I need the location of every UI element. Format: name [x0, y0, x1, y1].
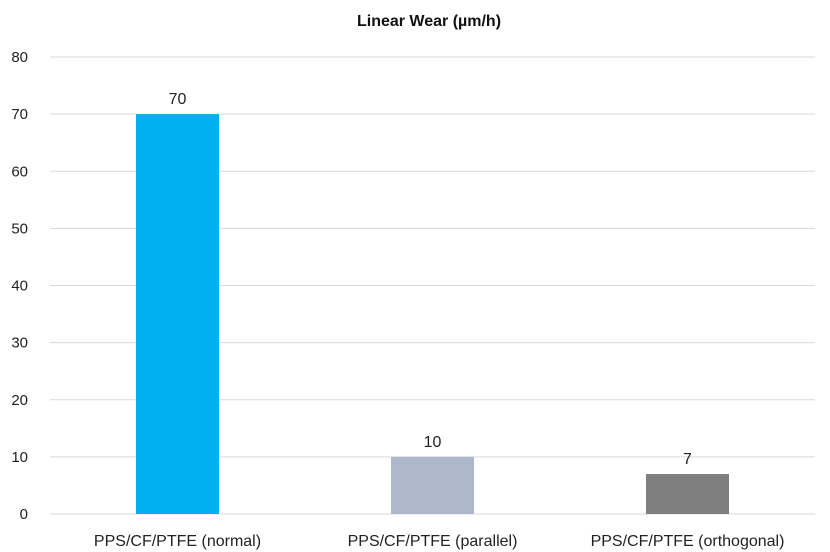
- y-tick-label: 40: [11, 278, 28, 295]
- x-category-label: PPS/CF/PTFE (orthogonal): [591, 533, 785, 550]
- bars: [136, 114, 729, 514]
- y-tick-label: 60: [11, 163, 28, 180]
- data-labels: 70 10 7: [169, 91, 692, 468]
- x-axis-categories: PPS/CF/PTFE (normal) PPS/CF/PTFE (paralle…: [94, 533, 784, 550]
- bar-value-label: 70: [169, 91, 187, 108]
- bar-value-label: 10: [424, 434, 442, 451]
- y-tick-label: 20: [11, 392, 28, 409]
- bar-1: [136, 114, 219, 514]
- x-category-label: PPS/CF/PTFE (normal): [94, 533, 261, 550]
- y-tick-label: 10: [11, 449, 28, 466]
- y-tick-label: 80: [11, 49, 28, 66]
- y-axis-ticks: 0 10 20 30 40 50 60 70 80: [11, 49, 28, 523]
- bar-3: [646, 474, 729, 514]
- y-tick-label: 30: [11, 335, 28, 352]
- y-tick-label: 50: [11, 220, 28, 237]
- bar-value-label: 7: [683, 451, 692, 468]
- chart-title: Linear Wear (µm/h): [357, 13, 501, 30]
- bar-2: [391, 456, 474, 514]
- y-tick-label: 0: [20, 506, 28, 523]
- y-tick-label: 70: [11, 106, 28, 123]
- x-category-label: PPS/CF/PTFE (parallel): [348, 533, 518, 550]
